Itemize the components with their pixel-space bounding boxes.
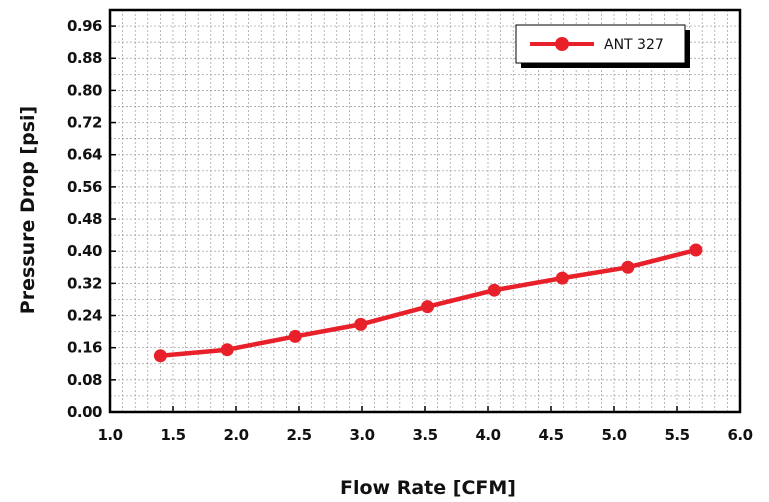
y-tick-labels: 0.00 0.08 0.16 0.24 0.32 0.40 0.48 0.56 0.64 0.72…	[67, 17, 103, 421]
x-tick-label: 6.0	[727, 426, 752, 444]
y-tick-label: 0.64	[67, 146, 102, 164]
x-tick-label: 3.5	[412, 426, 437, 444]
y-tick-label: 0.08	[67, 371, 102, 389]
plot-frame	[108, 8, 742, 414]
data-point	[354, 317, 368, 331]
y-tick-label: 0.80	[67, 81, 102, 99]
x-tick-label: 3.0	[349, 426, 374, 444]
y-tick-label: 0.48	[67, 210, 102, 228]
y-tick-label: 0.72	[67, 114, 102, 132]
y-tick-label: 0.40	[67, 242, 102, 260]
y-tick-label: 0.56	[67, 178, 102, 196]
data-point	[689, 243, 703, 257]
legend-label: ANT 327	[604, 37, 664, 53]
data-point	[153, 349, 167, 363]
x-tick-label: 1.5	[160, 426, 185, 444]
legend: ANT 327	[515, 24, 690, 68]
x-tick-label: 4.5	[538, 426, 563, 444]
y-tick-label: 0.32	[67, 274, 102, 292]
legend-marker	[555, 37, 569, 51]
data-point	[555, 271, 569, 285]
data-point	[288, 329, 302, 343]
y-tick-label: 0.16	[67, 339, 102, 357]
x-axis-title: Flow Rate [CFM]	[340, 477, 516, 499]
x-tick-labels: 1.0 1.5 2.0 2.5 3.0 3.5 4.0 4.5 5.0 5.5 6.0	[97, 426, 753, 444]
data-point	[487, 283, 501, 297]
y-tick-label: 0.88	[67, 49, 102, 67]
x-tick-label: 2.0	[223, 426, 248, 444]
data-point	[421, 300, 435, 314]
series-layer	[153, 243, 703, 363]
y-tick-label: 0.24	[67, 307, 102, 325]
grid	[110, 10, 740, 412]
y-tick-label: 0.96	[67, 17, 102, 35]
x-tick-label: 2.5	[286, 426, 311, 444]
x-tick-label: 1.0	[97, 426, 122, 444]
x-tick-label: 5.0	[601, 426, 626, 444]
x-tick-label: 5.5	[664, 426, 689, 444]
y-axis-title: Pressure Drop [psi]	[17, 106, 39, 314]
data-point	[220, 343, 234, 357]
x-tick-label: 4.0	[475, 426, 500, 444]
data-point	[621, 260, 635, 274]
y-tick-label: 0.00	[67, 403, 102, 421]
